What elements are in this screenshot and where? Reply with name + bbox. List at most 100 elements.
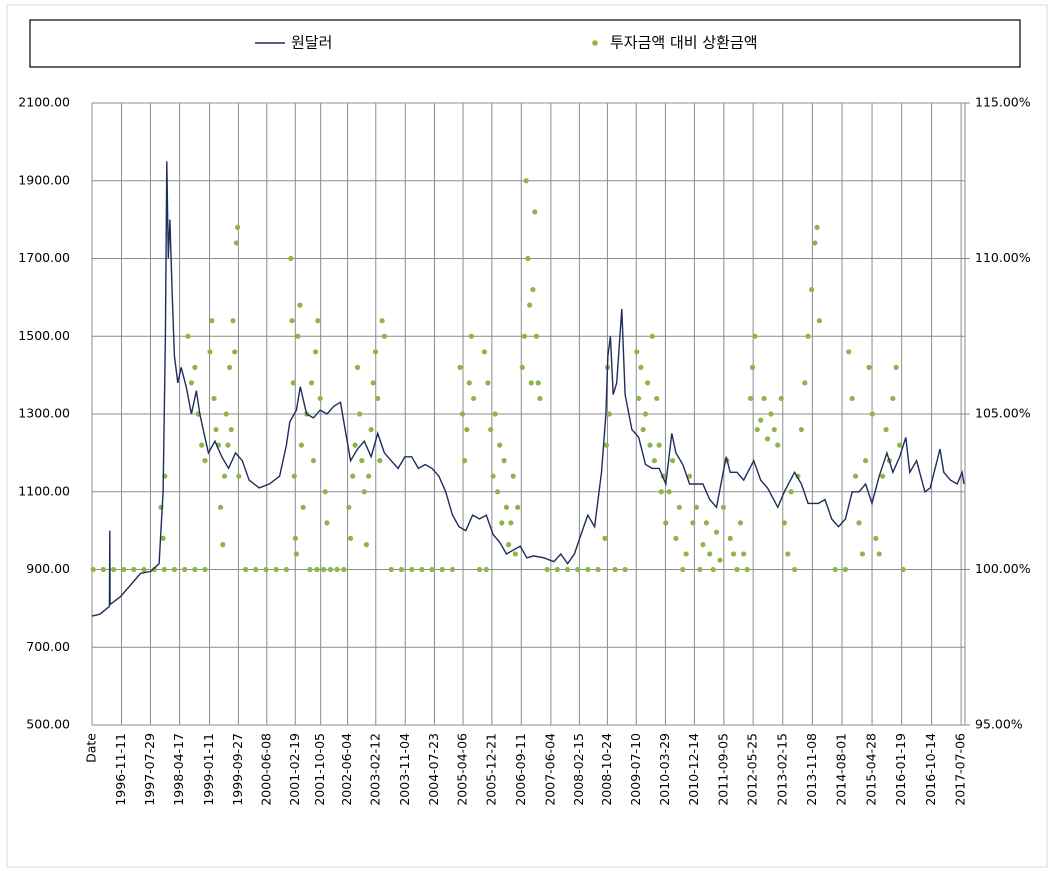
scatter-point xyxy=(357,411,363,417)
scatter-point xyxy=(523,178,529,184)
scatter-point xyxy=(554,566,560,573)
scatter-point xyxy=(288,255,294,262)
x-tick-label: 2009-07-10 xyxy=(628,733,643,806)
scatter-point xyxy=(785,551,791,557)
scatter-point xyxy=(202,566,208,573)
scatter-point xyxy=(752,333,758,339)
scatter-point xyxy=(298,442,304,448)
x-tick-label: 2010-03-29 xyxy=(657,733,672,806)
scatter-point xyxy=(645,380,651,386)
scatter-point xyxy=(368,426,374,433)
y2-tick-label: 100.00% xyxy=(975,561,1031,576)
scatter-point xyxy=(161,566,167,573)
scatter-point xyxy=(656,442,662,448)
scatter-point xyxy=(310,458,317,464)
x-tick-label: 2015-04-28 xyxy=(864,733,879,806)
x-tick-label: 1999-01-11 xyxy=(201,733,216,806)
scatter-point xyxy=(377,458,383,464)
scatter-point xyxy=(233,240,240,246)
scatter-point xyxy=(494,489,501,495)
scatter-point xyxy=(764,436,771,442)
scatter-point xyxy=(651,458,658,464)
scatter-point xyxy=(521,333,528,339)
scatter-point xyxy=(791,566,798,573)
scatter-point xyxy=(211,395,217,402)
scatter-point xyxy=(315,318,321,324)
scatter-point xyxy=(512,551,518,557)
scatter-point xyxy=(341,566,347,573)
scatter-point xyxy=(842,566,849,573)
x-tick-label: Date xyxy=(84,733,99,763)
scatter-point xyxy=(388,566,394,573)
x-tick-label: 2017-07-06 xyxy=(953,733,968,806)
scatter-point xyxy=(603,442,610,448)
legend-label: 원달러 xyxy=(291,34,332,52)
scatter-point xyxy=(768,411,774,417)
y2-tick-label: 105.00% xyxy=(975,406,1031,421)
x-tick-label: 2008-02-15 xyxy=(571,733,586,806)
scatter-point xyxy=(464,426,470,433)
scatter-point xyxy=(354,364,361,370)
scatter-point xyxy=(300,504,306,510)
x-tick-label: 2005-12-21 xyxy=(483,733,498,806)
scatter-point xyxy=(449,566,456,573)
scatter-point xyxy=(346,504,352,510)
scatter-point xyxy=(525,255,531,262)
scatter-point xyxy=(666,489,672,495)
scatter-point xyxy=(230,318,236,324)
scatter-point xyxy=(398,566,405,573)
y-tick-label: 1300.00 xyxy=(18,406,70,421)
x-tick-label: 2006-09-11 xyxy=(513,733,528,806)
scatter-point xyxy=(370,380,376,386)
scatter-point xyxy=(707,551,713,557)
x-tick-label: 2010-12-14 xyxy=(686,733,701,806)
scatter-point xyxy=(798,426,804,433)
scatter-point xyxy=(585,566,591,573)
scatter-point xyxy=(862,458,869,464)
x-tick-label: 2008-10-24 xyxy=(599,733,614,806)
scatter-point xyxy=(544,566,550,573)
scatter-point xyxy=(490,473,496,479)
x-tick-label: 2011-09-05 xyxy=(715,733,730,806)
scatter-point xyxy=(182,566,188,573)
chart-frame xyxy=(6,4,1048,868)
scatter-point xyxy=(419,566,425,573)
scatter-point xyxy=(663,520,669,526)
scatter-point xyxy=(363,542,370,548)
scatter-point xyxy=(171,566,177,573)
x-tick-label: 2003-02-12 xyxy=(367,733,382,806)
scatter-point xyxy=(322,489,328,495)
scatter-point xyxy=(348,535,354,542)
scatter-point xyxy=(683,551,689,557)
x-tick-label: 1999-09-27 xyxy=(230,733,245,806)
y2-tick-label: 110.00% xyxy=(975,250,1031,265)
scatter-point xyxy=(361,489,367,495)
scatter-point xyxy=(693,504,699,510)
scatter-point xyxy=(859,551,866,557)
scatter-point xyxy=(110,566,117,573)
scatter-point xyxy=(312,349,319,355)
scatter-point xyxy=(527,302,533,308)
x-tick-label: 2000-06-08 xyxy=(258,733,273,806)
scatter-point xyxy=(188,380,195,386)
scatter-point xyxy=(359,458,365,464)
scatter-point xyxy=(221,473,228,479)
scatter-point xyxy=(720,504,727,510)
x-tick-label: 2001-10-05 xyxy=(312,733,327,806)
scatter-point xyxy=(232,349,238,355)
x-tick-label: 1997-07-29 xyxy=(142,733,157,806)
scatter-point xyxy=(317,395,323,402)
y-tick-label: 1900.00 xyxy=(18,172,70,187)
legend-swatch xyxy=(592,40,598,46)
scatter-point xyxy=(535,380,541,386)
scatter-point xyxy=(199,442,205,448)
scatter-point xyxy=(869,411,875,417)
scatter-point xyxy=(217,504,224,510)
scatter-point xyxy=(680,566,686,573)
scatter-point xyxy=(207,349,213,355)
scatter-point xyxy=(775,442,781,448)
scatter-point xyxy=(805,333,811,339)
scatter-point xyxy=(462,458,468,464)
